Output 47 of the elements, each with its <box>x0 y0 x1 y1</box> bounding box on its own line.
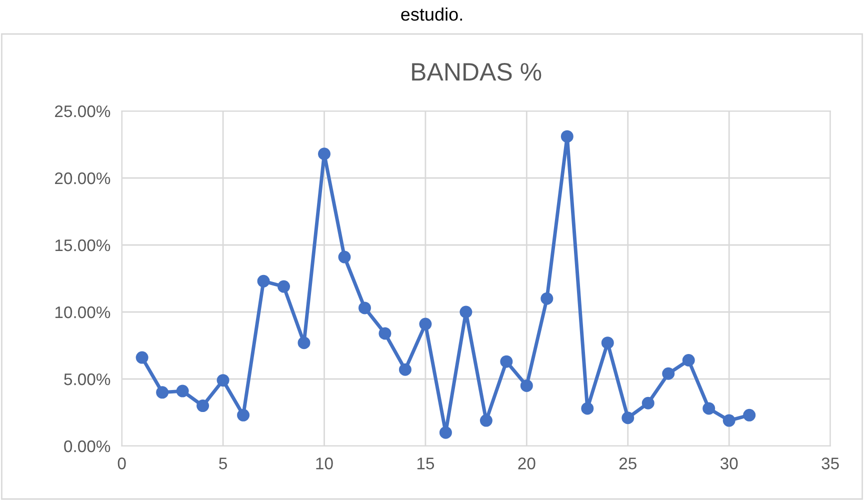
point <box>460 306 472 318</box>
point <box>480 414 492 427</box>
point <box>439 426 452 439</box>
point <box>722 414 736 427</box>
point <box>196 400 210 412</box>
point <box>702 402 716 415</box>
x-tick-label: 15 <box>417 458 434 470</box>
y-tick-label: 10.00% <box>55 306 110 318</box>
point <box>156 386 169 399</box>
point <box>176 384 189 398</box>
point <box>398 363 412 376</box>
chart-title: BANDAS % <box>412 62 542 81</box>
point <box>642 396 654 410</box>
point <box>257 274 270 288</box>
point <box>622 412 634 424</box>
x-tick-label: 10 <box>316 458 333 470</box>
point <box>419 318 432 330</box>
x-tick-label: 30 <box>720 458 738 470</box>
point <box>540 292 554 305</box>
y-tick-label: 20.00% <box>55 172 110 184</box>
x-tick-label: 20 <box>518 458 536 470</box>
x-tick-label: 35 <box>822 458 839 470</box>
y-tick-label: 15.00% <box>55 239 110 252</box>
point <box>662 367 675 380</box>
y-tick-label: 5.00% <box>64 373 110 386</box>
point <box>237 408 250 422</box>
point <box>682 354 695 366</box>
point <box>378 327 392 340</box>
point <box>358 302 371 314</box>
point <box>136 351 148 364</box>
x-tick-label: 0 <box>118 458 126 470</box>
point <box>298 336 310 350</box>
point <box>216 374 230 387</box>
point <box>500 355 513 368</box>
point <box>743 408 756 422</box>
point <box>520 379 533 392</box>
point <box>318 148 330 160</box>
point <box>560 130 574 143</box>
x-tick-label: 5 <box>219 458 227 470</box>
y-tick-label: 25.00% <box>55 105 110 118</box>
point <box>601 336 614 350</box>
x-tick-label: 25 <box>619 458 636 470</box>
point <box>278 280 290 293</box>
y-tick-label: 0.00% <box>64 440 110 452</box>
point <box>581 402 594 415</box>
point <box>338 250 351 264</box>
text: estudio. <box>401 8 462 21</box>
